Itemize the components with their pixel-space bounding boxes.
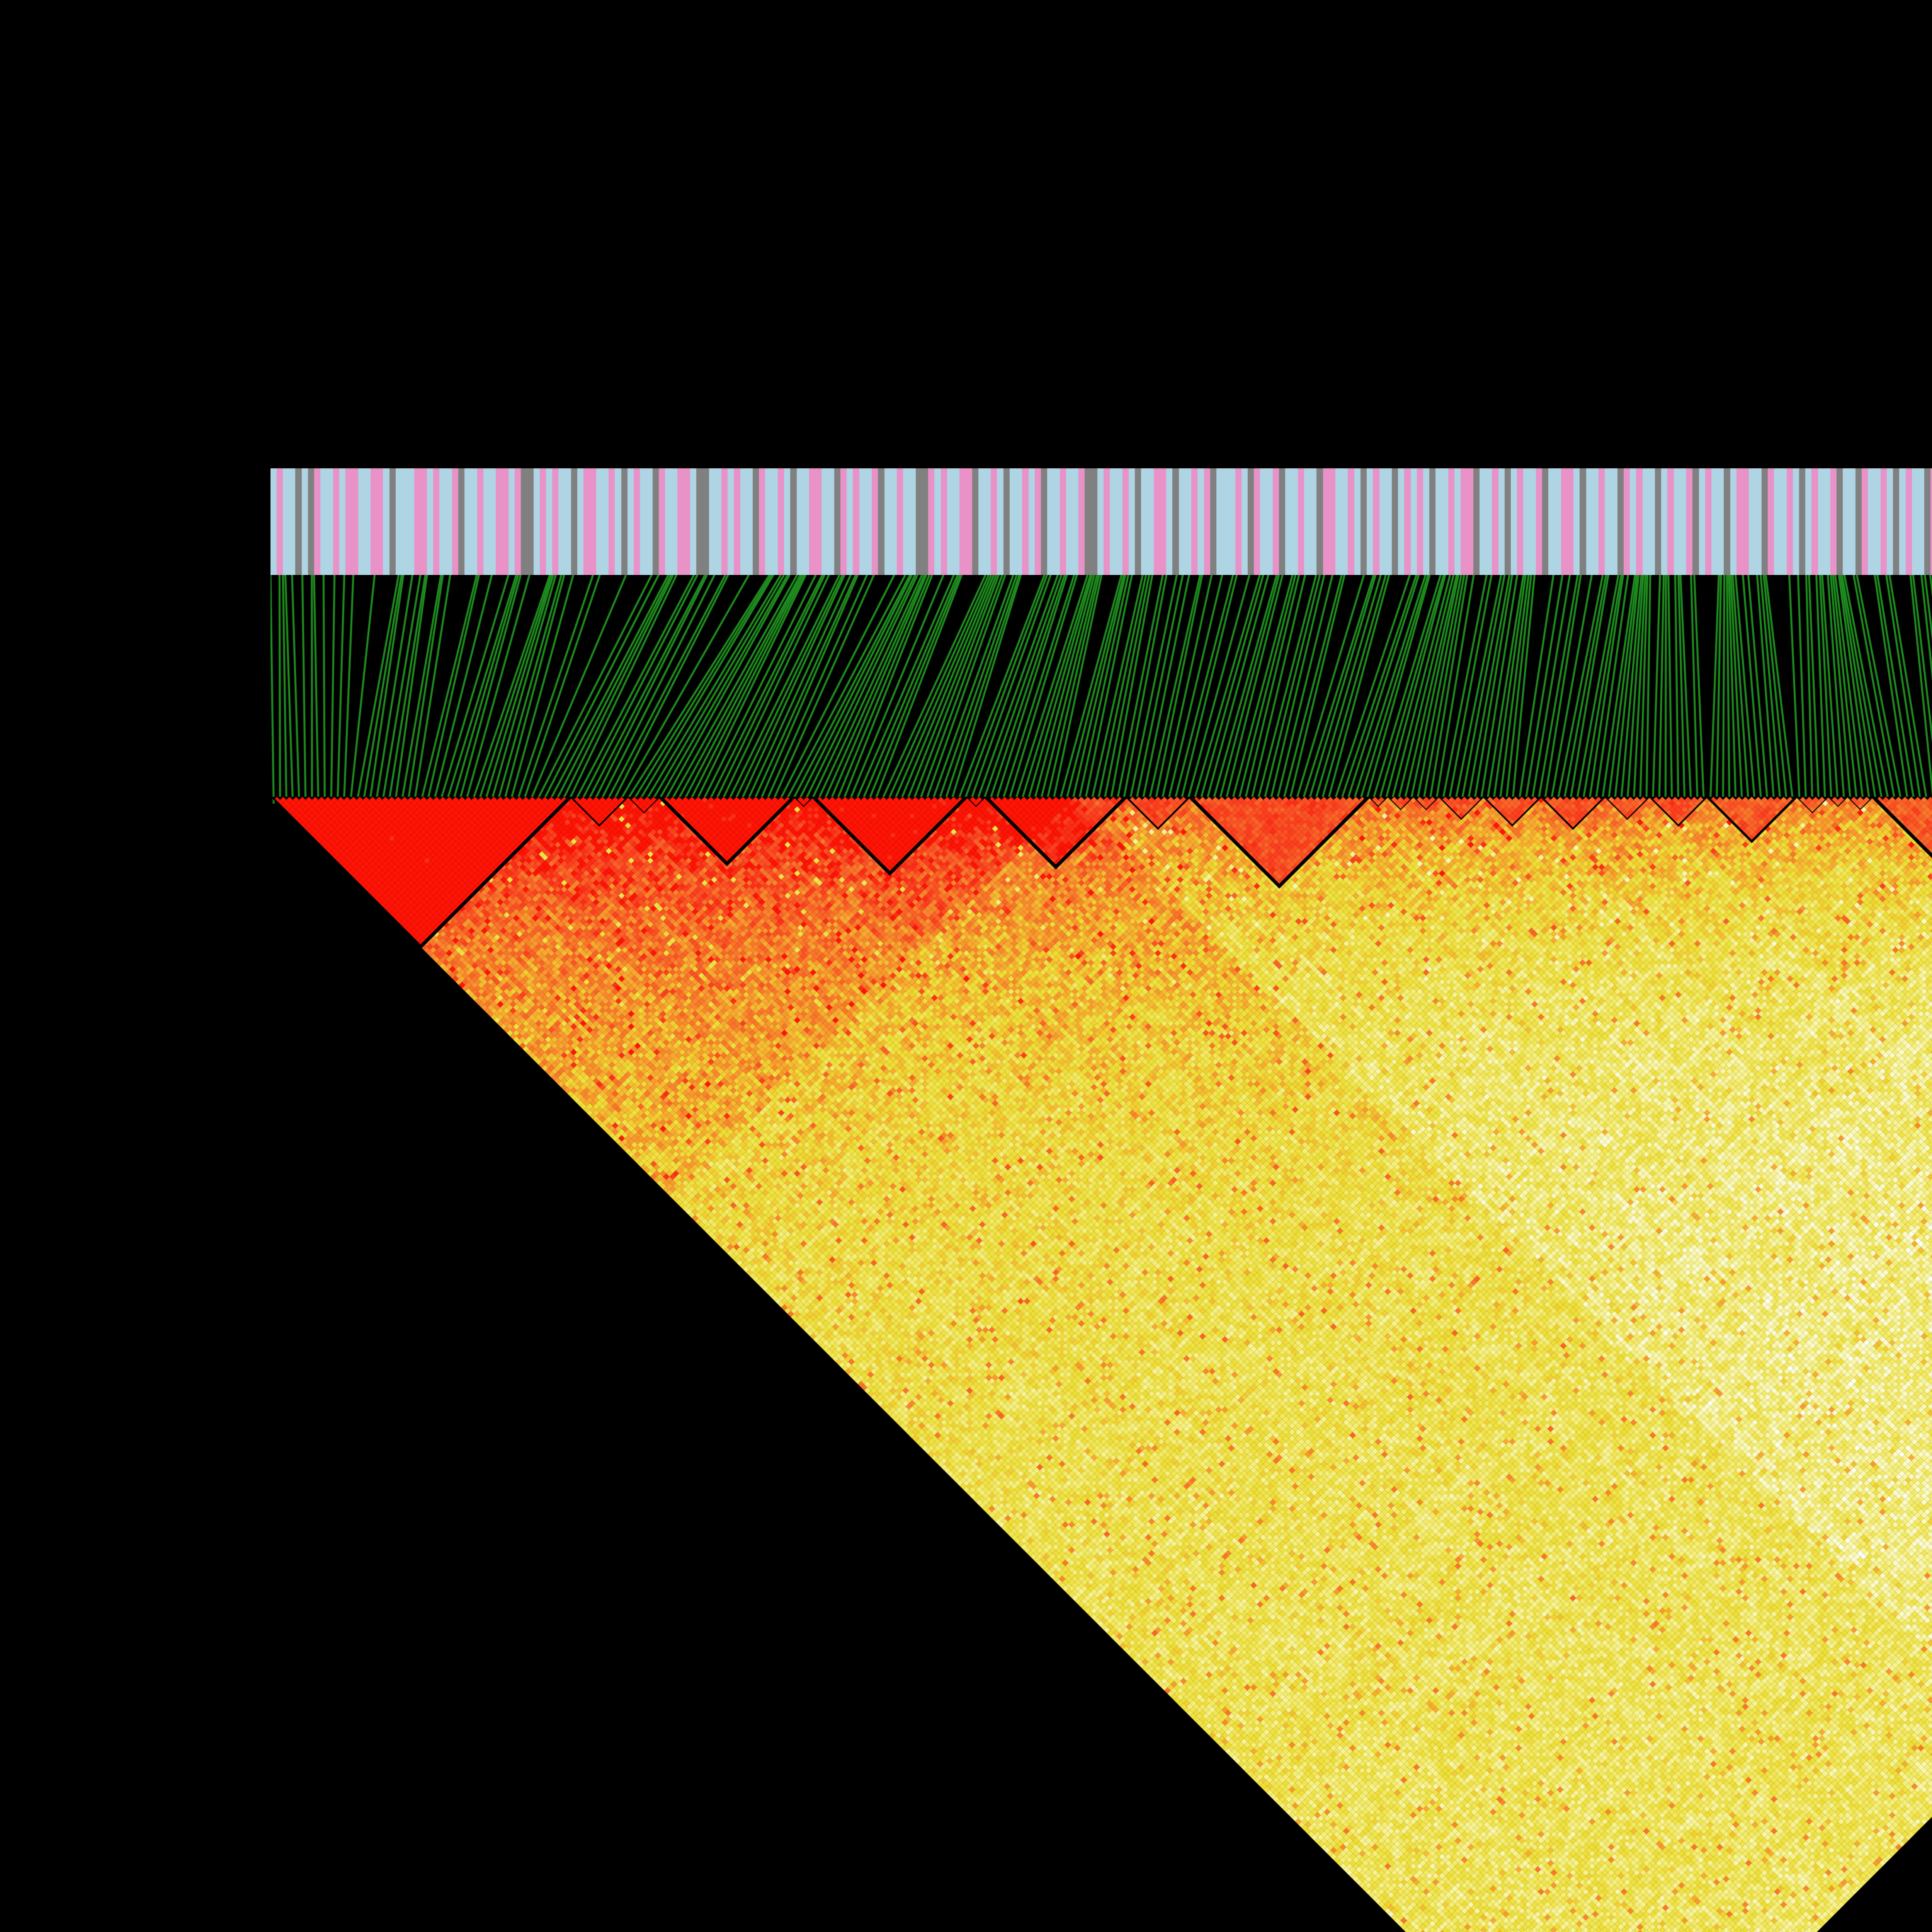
- snp-category-track: [270, 468, 1932, 575]
- ld-triangle-canvas: [270, 797, 1932, 1932]
- ld-triangle: [270, 797, 1932, 1932]
- snp-position-connector: [270, 575, 1932, 804]
- snp-category-track-canvas: [270, 468, 1932, 575]
- snp-position-connector-canvas: [270, 575, 1932, 804]
